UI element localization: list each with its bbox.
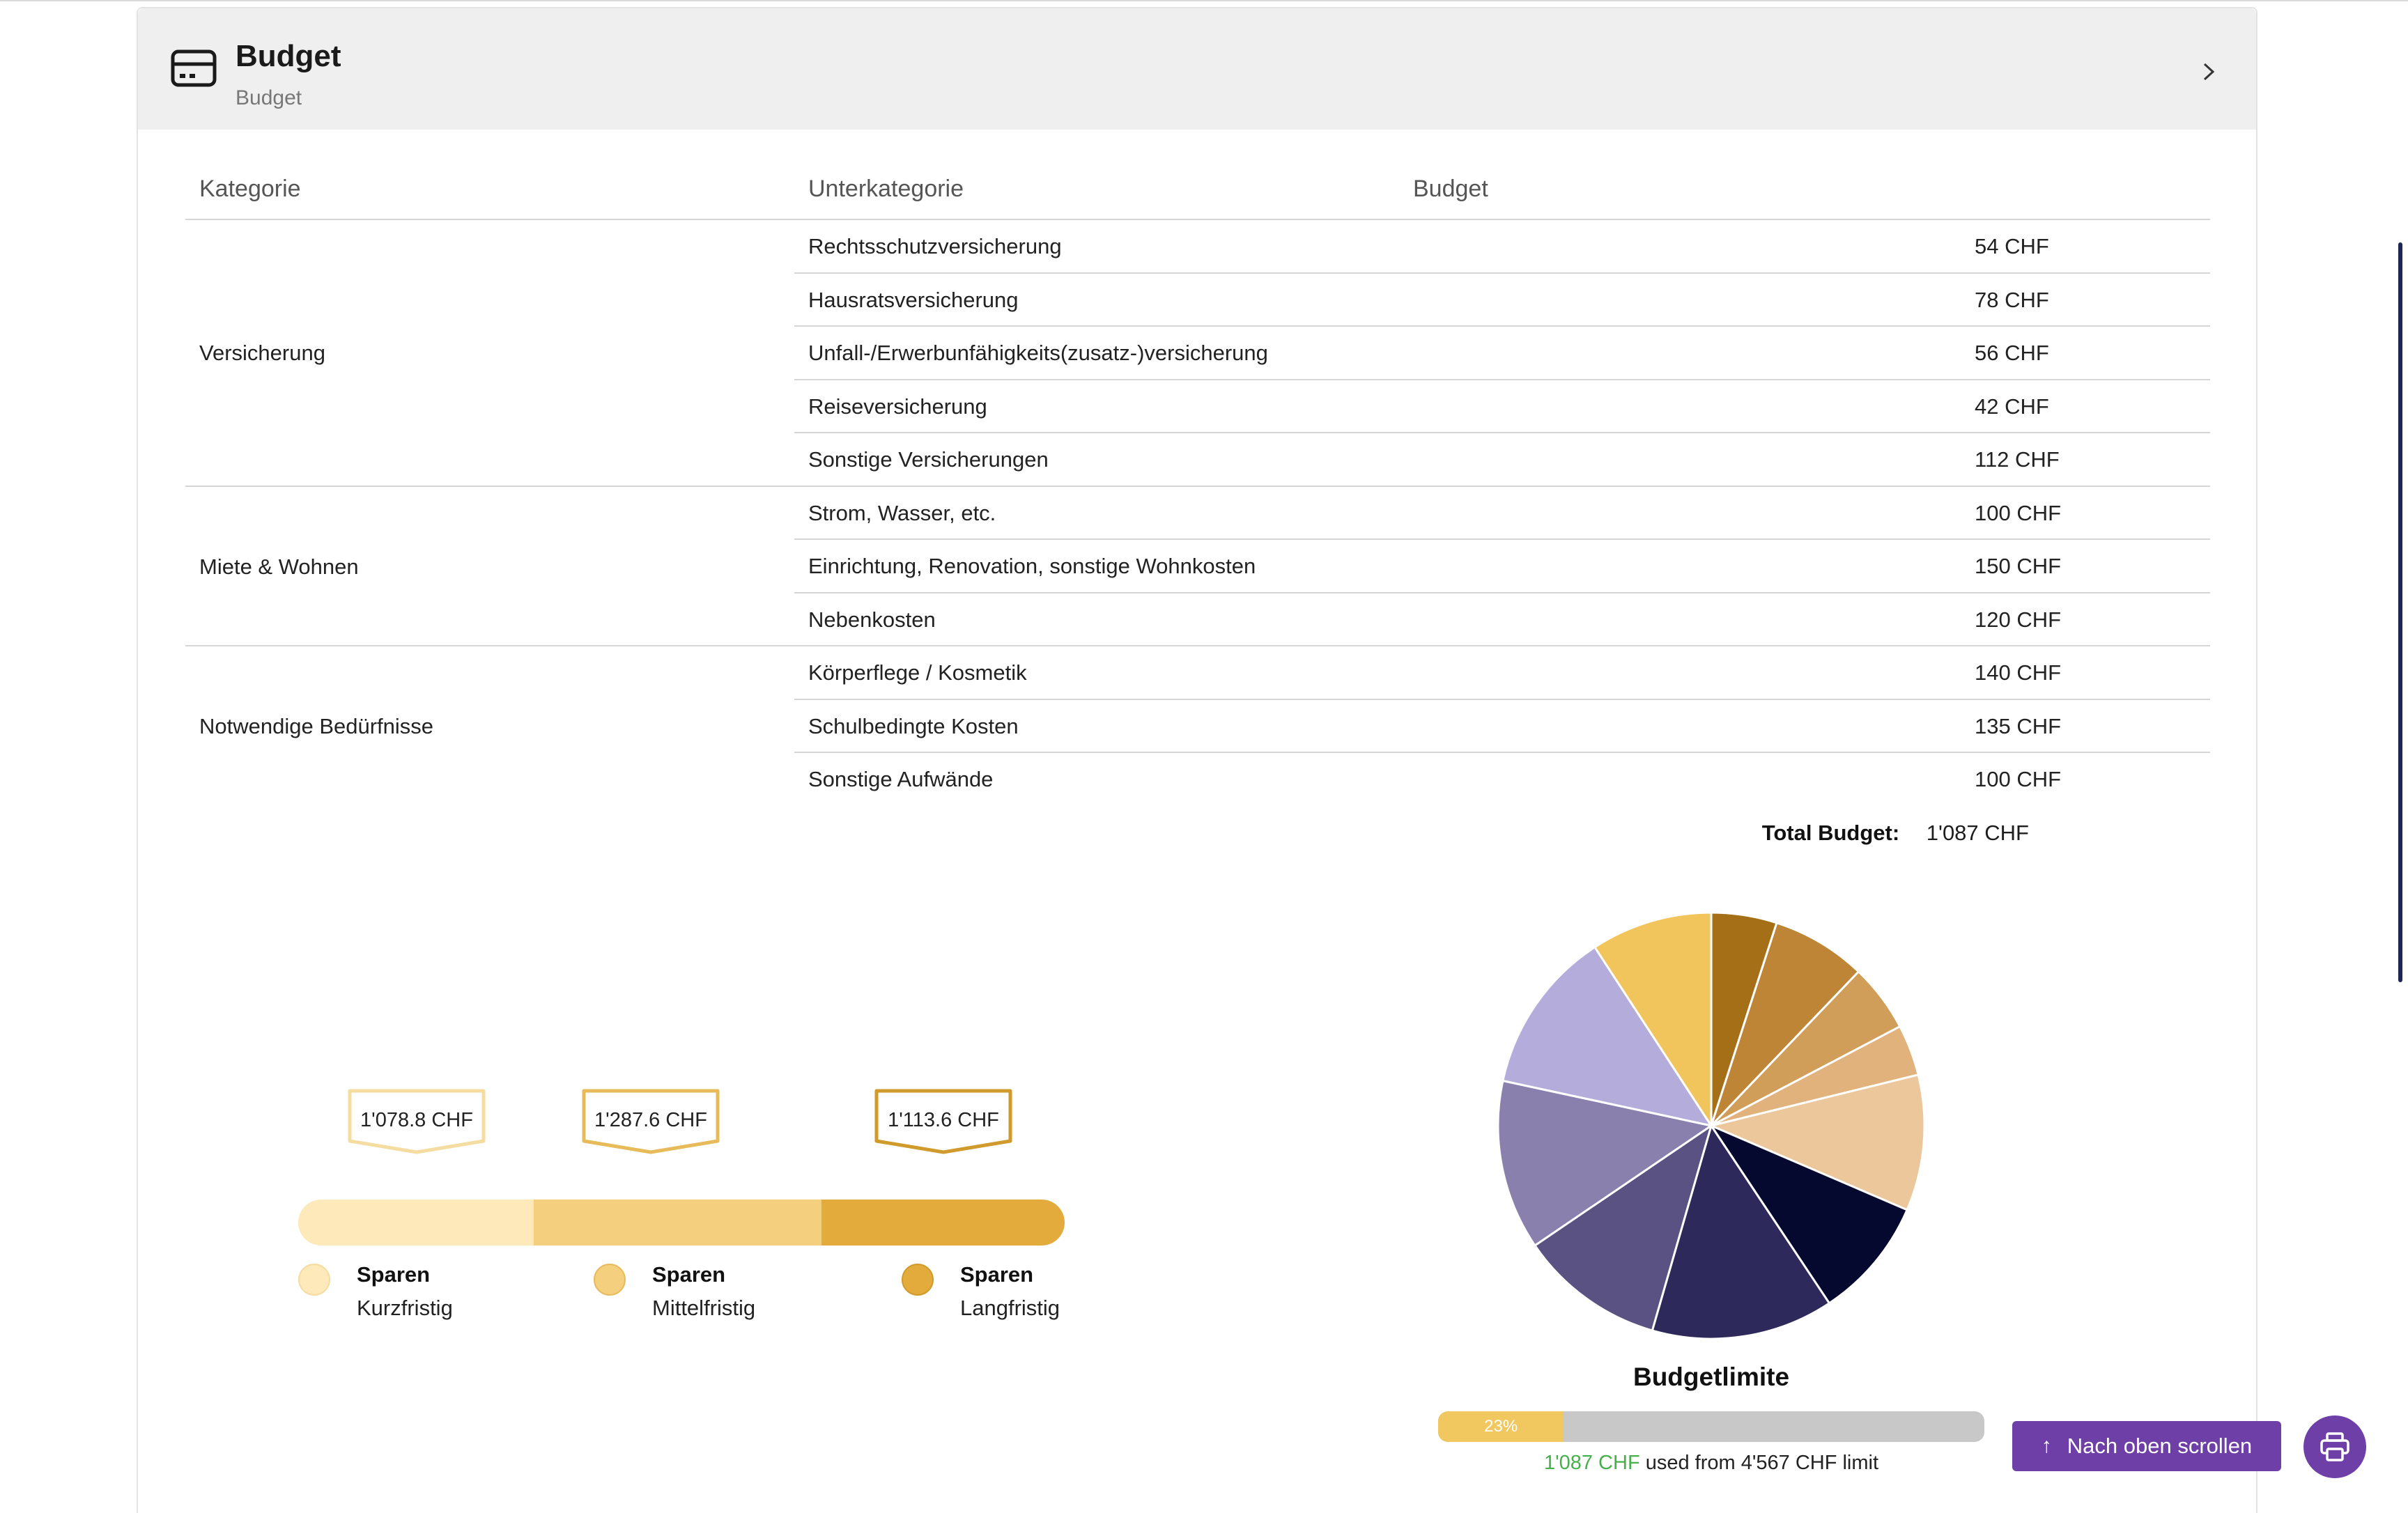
table-row: Sonstige Versicherungen 112 CHF: [794, 432, 2210, 486]
category-label: Miete & Wohnen: [199, 554, 359, 579]
budget-card: Budget Budget Kategorie Unterkategorie B…: [137, 7, 2258, 1513]
legend-term: Langfristig: [960, 1296, 1060, 1320]
card-subtitle: Budget: [236, 86, 302, 109]
subcategory-name: Rechtsschutzversicherung: [808, 234, 1062, 258]
savings-amount-tag: 1'078.8 CHF: [347, 1088, 486, 1156]
table-group: Miete & Wohnen Strom, Wasser, etc. 100 CHF…: [185, 485, 2210, 646]
scroll-to-top-button[interactable]: ↑ Nach oben scrollen: [2012, 1421, 2281, 1471]
table-row: Hausratsversicherung 78 CHF: [794, 272, 2210, 326]
budget-table: Kategorie Unterkategorie Budget Versiche…: [185, 166, 2210, 805]
savings-amount-tag: 1'113.6 CHF: [874, 1088, 1013, 1156]
table-body: Versicherung Rechtsschutzversicherung 54 C…: [185, 220, 2210, 805]
used-amount: 1'087 CHF: [1543, 1452, 1640, 1474]
budget-limit-title: Budgetlimite: [1633, 1363, 1790, 1391]
savings-amount: 1'287.6 CHF: [594, 1109, 707, 1131]
budget-limit-fill: 23%: [1438, 1411, 1564, 1442]
subcategory-name: Reiseversicherung: [808, 394, 987, 419]
tag-shape: [582, 1089, 720, 1154]
tag-shape: [874, 1089, 1012, 1154]
subcategory-budget: 78 CHF: [1975, 287, 2049, 312]
subcategory-name: Schulbedingte Kosten: [808, 713, 1019, 738]
category-label: Versicherung: [199, 340, 325, 365]
limit-rest: used from 4'567 CHF limit: [1639, 1452, 1879, 1474]
savings-amount: 1'078.8 CHF: [360, 1109, 473, 1131]
legend-title: Sparen: [652, 1262, 726, 1287]
savings-segment-mid: [534, 1200, 821, 1246]
legend-title: Sparen: [960, 1262, 1034, 1287]
savings-amount-tag: 1'287.6 CHF: [581, 1088, 720, 1156]
budget-pie-chart: [1497, 911, 1926, 1340]
subcategory-budget: 100 CHF: [1975, 500, 2062, 525]
subcategory-name: Hausratsversicherung: [808, 287, 1019, 312]
legend-title: Sparen: [357, 1262, 431, 1287]
header-subcategory: Unterkategorie: [808, 176, 964, 202]
subcategory-name: Strom, Wasser, etc.: [808, 500, 996, 525]
top-divider: [0, 0, 2408, 1]
printer-icon: [2320, 1432, 2349, 1461]
legend-term: Mittelfristig: [652, 1296, 756, 1320]
subcategory-budget: 112 CHF: [1975, 447, 2060, 472]
budget-limit-bar: 23%: [1438, 1411, 1984, 1442]
chevron-right-icon[interactable]: [2200, 61, 2217, 82]
table-row: Strom, Wasser, etc. 100 CHF: [794, 487, 2210, 539]
subcategory-name: Körperflege / Kosmetik: [808, 660, 1027, 685]
header-category: Kategorie: [199, 176, 301, 202]
table-group: Notwendige Bedürfnisse Körperflege / Kosm…: [185, 645, 2210, 805]
subcategory-budget: 120 CHF: [1975, 607, 2062, 632]
savings-amount: 1'113.6 CHF: [888, 1109, 999, 1131]
subcategory-budget: 56 CHF: [1975, 341, 2049, 365]
scrollbar[interactable]: [2398, 242, 2402, 982]
pie-slice[interactable]: [1710, 921, 1860, 1127]
savings-segment-short: [298, 1200, 534, 1246]
category-label: Notwendige Bedürfnisse: [199, 714, 434, 738]
table-header: Kategorie Unterkategorie Budget: [185, 166, 2210, 220]
card-header[interactable]: Budget Budget: [138, 8, 2256, 130]
subcategory-name: Nebenkosten: [808, 607, 936, 632]
tag-shape: [348, 1089, 486, 1154]
total-value: 1'087 CHF: [1926, 821, 2029, 845]
table-row: Schulbedingte Kosten 135 CHF: [794, 698, 2210, 752]
credit-card-icon: [171, 49, 217, 87]
subcategory-name: Unfall-/Erwerbunfähigkeits(zusatz-)versi…: [808, 341, 1268, 365]
table-row: Rechtsschutzversicherung 54 CHF: [794, 220, 2210, 272]
pie-slice[interactable]: [1502, 945, 1714, 1128]
subcategory-name: Sonstige Versicherungen: [808, 447, 1049, 472]
total-budget: Total Budget: 1'087 CHF: [1762, 821, 2029, 846]
subcategory-name: Sonstige Aufwände: [808, 767, 994, 791]
table-row: Nebenkosten 120 CHF: [794, 591, 2210, 646]
subcategory-budget: 140 CHF: [1975, 660, 2062, 685]
header-budget: Budget: [1413, 176, 1488, 202]
subcategory-budget: 54 CHF: [1975, 234, 2049, 258]
table-row: Körperflege / Kosmetik 140 CHF: [794, 646, 2210, 699]
legend-dot: [594, 1264, 626, 1296]
table-row: Reiseversicherung 42 CHF: [794, 378, 2210, 433]
savings-segment-long: [821, 1200, 1065, 1246]
legend-dot: [298, 1264, 330, 1296]
scroll-to-top-label: Nach oben scrollen: [2067, 1434, 2253, 1458]
budget-limit-text: 1'087 CHF used from 4'567 CHF limit: [1440, 1452, 1983, 1475]
pie-slice[interactable]: [1533, 1123, 1713, 1332]
subcategory-budget: 150 CHF: [1975, 554, 2062, 578]
table-row: Einrichtung, Renovation, sonstige Wohnko…: [794, 538, 2210, 592]
card-title: Budget: [236, 39, 341, 73]
table-row: Sonstige Aufwände 100 CHF: [794, 752, 2210, 805]
table-group: Versicherung Rechtsschutzversicherung 54 C…: [185, 220, 2210, 486]
subcategory-budget: 100 CHF: [1975, 767, 2062, 791]
print-button[interactable]: [2303, 1415, 2366, 1478]
pie-slice[interactable]: [1497, 1079, 1714, 1248]
table-row: Unfall-/Erwerbunfähigkeits(zusatz-)versi…: [794, 325, 2210, 379]
subcategory-budget: 42 CHF: [1975, 394, 2049, 419]
pie-slice[interactable]: [1708, 1073, 1926, 1211]
legend-term: Kurzfristig: [357, 1296, 453, 1320]
legend-dot: [902, 1264, 934, 1296]
pie-slice[interactable]: [1708, 1123, 1909, 1305]
subcategory-budget: 135 CHF: [1975, 713, 2062, 738]
savings-bar: [298, 1200, 1065, 1246]
subcategory-name: Einrichtung, Renovation, sonstige Wohnko…: [808, 554, 1256, 578]
total-label: Total Budget:: [1761, 821, 1900, 845]
pie-slice[interactable]: [1593, 911, 1713, 1130]
arrow-up-icon: ↑: [2041, 1434, 2052, 1457]
